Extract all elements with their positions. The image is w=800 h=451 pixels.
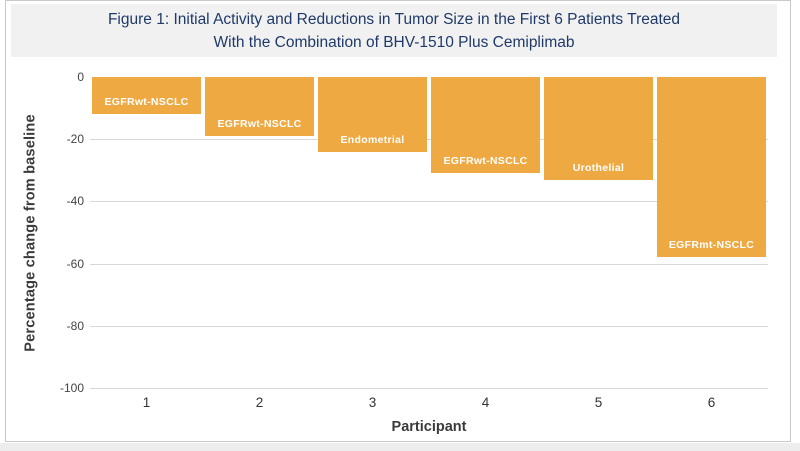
page-bottom-strip <box>0 443 800 451</box>
figure-title-line2: With the Combination of BHV-1510 Plus Ce… <box>213 33 575 51</box>
figure-title-line1: Figure 1: Initial Activity and Reduction… <box>107 10 681 28</box>
figure-title: Figure 1: Initial Activity and Reduction… <box>11 4 777 57</box>
figure-border <box>5 0 791 442</box>
